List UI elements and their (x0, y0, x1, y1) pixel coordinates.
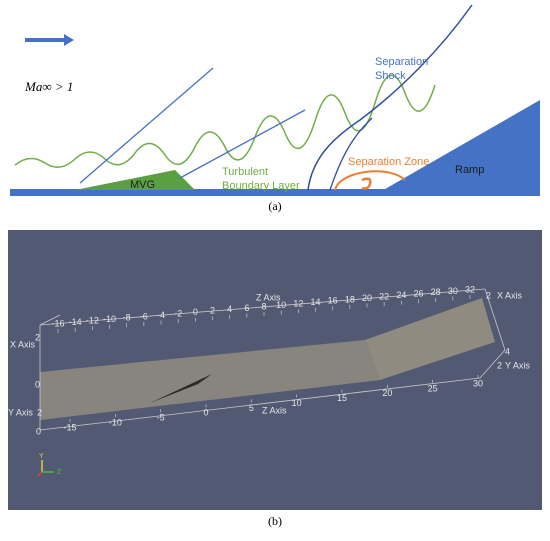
tick-label: 6 (244, 303, 249, 313)
axis-title: X Axis (10, 339, 36, 349)
tick-label: 2 (35, 332, 40, 342)
tick-label: 22 (379, 291, 389, 301)
tick-label: 30 (448, 286, 458, 296)
triad-label: Z (57, 469, 62, 476)
tick-label: 26 (413, 289, 423, 299)
mach-label: Ma∞ > 1 (24, 79, 73, 94)
tick-label: 25 (428, 383, 438, 393)
ramp-label: Ramp (455, 164, 484, 176)
tick-label: -10 (109, 417, 122, 427)
shock-label: Separation (375, 56, 428, 68)
expansion-line (179, 109, 306, 179)
tick-label: 8 (261, 301, 266, 311)
tick-label: 14 (310, 297, 320, 307)
boundary-layer (14, 74, 436, 168)
tick-label: 4 (505, 346, 510, 356)
flow-arrow-head (64, 34, 74, 46)
axis-title: Z Axis (262, 405, 287, 415)
tick-label: -4 (157, 310, 165, 320)
panel-b: X Axis 2 0 Y Axis 2 0 2 X Axis 4 2 Y Axi… (8, 230, 542, 528)
tick-label: 0 (193, 307, 198, 317)
mvg-label: MVG (130, 179, 155, 191)
axis-title: X Axis (497, 290, 523, 300)
tick-label: 2 (486, 290, 491, 300)
tick-label: -14 (69, 317, 82, 327)
vortex (361, 177, 372, 190)
separation-zone (334, 170, 406, 191)
tick-label: -16 (51, 318, 64, 328)
triad-label: Y (39, 453, 44, 460)
tick-label: 30 (473, 378, 483, 388)
caption: (a) (268, 199, 281, 213)
tick-label: 0 (36, 426, 41, 436)
tick-label: -6 (140, 311, 148, 321)
tick-label: 16 (328, 296, 338, 306)
tick-label: -5 (157, 413, 165, 423)
wall (10, 189, 540, 196)
shock (307, 4, 473, 191)
shock-foot (329, 117, 373, 191)
tick-label: 12 (293, 299, 303, 309)
panel-a: Ma∞ > 1 Separation Shock Turbulent Bound… (10, 4, 540, 213)
tick-label: 0 (203, 408, 208, 418)
expansion-line (79, 67, 214, 184)
tick-label: 5 (249, 403, 254, 413)
tick-label: -15 (63, 422, 76, 432)
tick-label: -8 (123, 313, 131, 323)
separation-zone-label: Separation Zone (348, 156, 429, 168)
tick-label: 4 (227, 304, 232, 314)
ramp-surface (365, 298, 495, 380)
caption: (b) (268, 514, 282, 528)
axis-title: Y Axis (505, 360, 530, 370)
tick-label: 2 (497, 360, 502, 370)
tick-label: 2 (37, 407, 42, 417)
mvg-surface (150, 374, 212, 403)
tick-label: 18 (345, 294, 355, 304)
tick-label: 20 (382, 388, 392, 398)
tick-label: -2 (174, 308, 182, 318)
tick-label: 28 (431, 287, 441, 297)
triad-axis (37, 471, 43, 477)
axis-title: Z Axis (256, 292, 281, 302)
boundary-layer-label: Boundary Layer (222, 180, 300, 192)
tick-label: 24 (396, 290, 406, 300)
axis-title: Y Axis (8, 407, 33, 417)
tick-label: 0 (35, 379, 40, 389)
tick-label: 10 (292, 398, 302, 408)
tick-label: 32 (465, 284, 475, 294)
bounding-box (39, 288, 506, 431)
tick-label: -12 (86, 316, 99, 326)
shock-label: Shock (375, 70, 406, 82)
tick-label: -10 (103, 314, 116, 324)
tick-label: 15 (337, 393, 347, 403)
ramp (380, 100, 540, 192)
plate (40, 340, 380, 420)
tick-label: 10 (276, 300, 286, 310)
tick-label: 20 (362, 293, 372, 303)
boundary-layer-label: Turbulent (222, 166, 268, 178)
mvg (75, 170, 195, 190)
tick-label: 2 (210, 306, 215, 316)
